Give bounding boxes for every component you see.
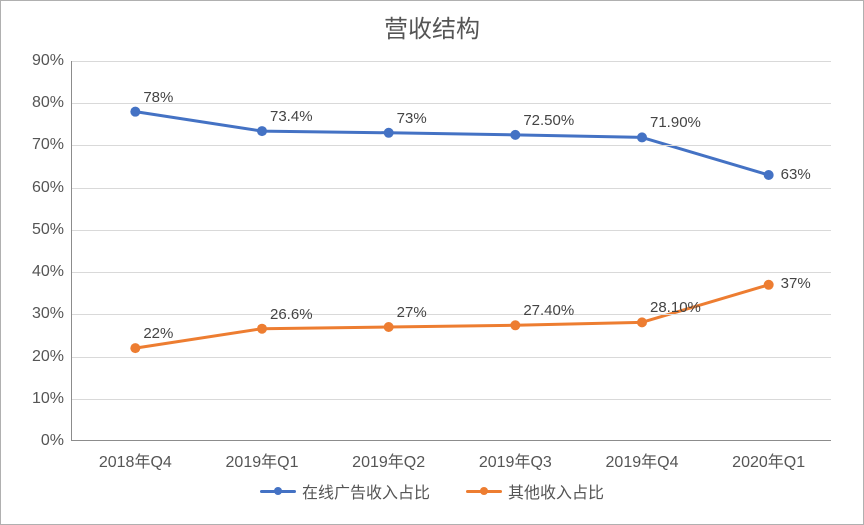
y-tick-label: 20% <box>32 348 72 366</box>
series-marker <box>637 317 647 327</box>
series-marker <box>764 170 774 180</box>
data-label: 26.6% <box>270 306 313 323</box>
x-tick-label: 2019年Q4 <box>606 440 679 472</box>
data-label: 72.50% <box>523 112 574 129</box>
gridline <box>72 314 831 315</box>
y-tick-label: 40% <box>32 263 72 281</box>
gridline <box>72 272 831 273</box>
y-tick-label: 70% <box>32 136 72 154</box>
series-marker <box>257 126 267 136</box>
series-marker <box>384 128 394 138</box>
x-tick-label: 2019年Q2 <box>352 440 425 472</box>
y-tick-label: 60% <box>32 179 72 197</box>
y-tick-label: 50% <box>32 221 72 239</box>
series-marker <box>130 107 140 117</box>
gridline <box>72 399 831 400</box>
legend-label: 其他收入占比 <box>508 479 604 503</box>
gridline <box>72 61 831 62</box>
x-tick-label: 2019年Q3 <box>479 440 552 472</box>
gridline <box>72 103 831 104</box>
data-label: 73.4% <box>270 108 313 125</box>
gridline <box>72 230 831 231</box>
x-tick-label: 2019年Q1 <box>226 440 299 472</box>
revenue-structure-chart: 营收结构 0%10%20%30%40%50%60%70%80%90%2018年Q… <box>0 0 864 525</box>
data-label: 22% <box>143 325 173 342</box>
gridline <box>72 357 831 358</box>
gridline <box>72 145 831 146</box>
data-label: 73% <box>397 110 427 127</box>
data-label: 27.40% <box>523 302 574 319</box>
y-tick-label: 10% <box>32 390 72 408</box>
y-tick-label: 80% <box>32 94 72 112</box>
legend-swatch <box>260 484 296 498</box>
data-label: 27% <box>397 304 427 321</box>
legend: 在线广告收入占比 其他收入占比 <box>1 479 863 503</box>
x-tick-label: 2018年Q4 <box>99 440 172 472</box>
series-marker <box>384 322 394 332</box>
chart-title: 营收结构 <box>1 9 863 44</box>
x-tick-label: 2020年Q1 <box>732 440 805 472</box>
series-marker <box>130 343 140 353</box>
legend-item: 其他收入占比 <box>466 479 604 503</box>
series-marker <box>637 132 647 142</box>
legend-item: 在线广告收入占比 <box>260 479 430 503</box>
gridline <box>72 188 831 189</box>
y-tick-label: 30% <box>32 305 72 323</box>
data-label: 71.90% <box>650 114 701 131</box>
data-label: 63% <box>781 166 811 183</box>
legend-label: 在线广告收入占比 <box>302 479 430 503</box>
data-label: 78% <box>143 89 173 106</box>
series-marker <box>510 320 520 330</box>
plot-area: 0%10%20%30%40%50%60%70%80%90%2018年Q42019… <box>71 61 831 441</box>
series-line-1 <box>135 285 768 348</box>
series-marker <box>510 130 520 140</box>
plot-svg <box>72 61 832 441</box>
data-label: 37% <box>781 275 811 292</box>
series-marker <box>764 280 774 290</box>
y-tick-label: 90% <box>32 52 72 70</box>
series-marker <box>257 324 267 334</box>
data-label: 28.10% <box>650 299 701 316</box>
y-tick-label: 0% <box>41 432 72 450</box>
legend-swatch <box>466 484 502 498</box>
